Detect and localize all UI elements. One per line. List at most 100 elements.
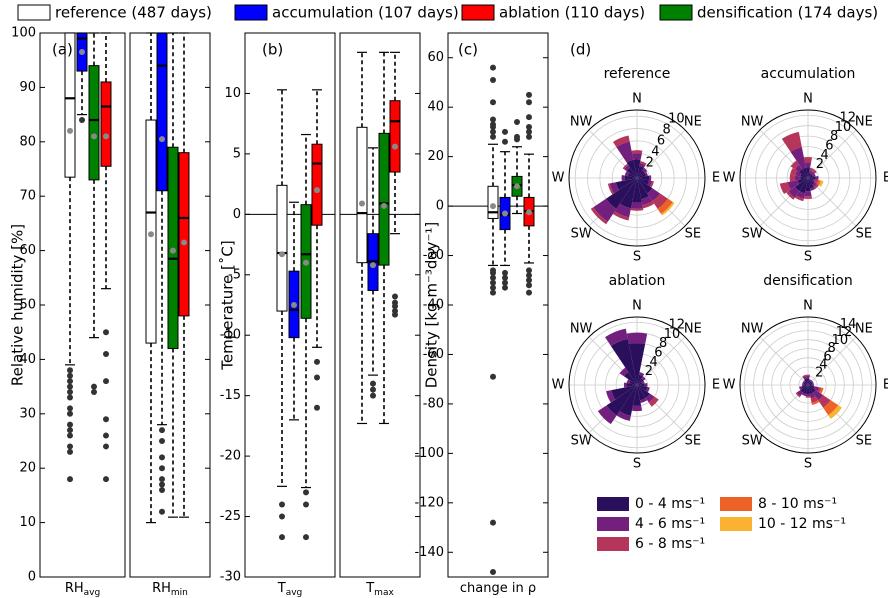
box: [276, 184, 288, 312]
rose-wedge: [814, 179, 819, 184]
outlier: [490, 128, 496, 135]
rose-wedge: [607, 183, 614, 195]
outlier: [490, 274, 496, 281]
rose-wedge: [808, 176, 816, 180]
rose-wedge: [796, 390, 803, 397]
box: [88, 65, 100, 181]
subplot: [340, 51, 420, 425]
rose-wedge: [622, 163, 629, 170]
legend-swatch: [597, 497, 629, 511]
legend-label: densification (174 days): [697, 4, 878, 22]
axis-frame: [129, 32, 211, 578]
rose-wedge: [808, 385, 816, 393]
legend-label: 6 - 8 ms⁻¹: [635, 536, 705, 552]
outlier: [490, 123, 496, 130]
outlier: [91, 383, 97, 390]
rose-wedge: [801, 392, 807, 397]
rose-wedge: [790, 160, 800, 170]
outlier: [526, 99, 532, 106]
rose-wedge: [641, 195, 653, 206]
rose-title: reference: [604, 66, 671, 82]
legend-swatch: [234, 4, 268, 21]
rose-wedge: [808, 178, 815, 185]
x-axis-label: change in ρ: [460, 581, 536, 596]
rose-wedge: [623, 382, 627, 388]
rose-wedge: [597, 405, 617, 425]
rose-wedge: [808, 381, 812, 385]
r-tick-label: 4: [819, 357, 827, 372]
r-tick-label: 2: [816, 157, 824, 172]
y-tick-label: 0: [436, 199, 444, 214]
rose-wedge: [639, 162, 646, 168]
rose-wedge: [632, 385, 642, 406]
outlier: [526, 272, 532, 279]
rose-wedge: [802, 383, 804, 387]
axis-frame: [339, 32, 421, 578]
outlier: [103, 350, 109, 357]
r-tick-label: 10: [835, 120, 852, 135]
rose-wedge: [657, 198, 673, 214]
direction-label: NE: [855, 115, 873, 130]
direction-label: S: [804, 250, 812, 265]
outlier: [490, 284, 496, 291]
box: [378, 132, 390, 266]
outlier: [67, 367, 73, 374]
rose-wedge: [799, 386, 803, 391]
rose-wedge: [637, 374, 643, 385]
rose-wedge: [802, 376, 807, 380]
rose-wedge: [644, 171, 648, 177]
rose-wedge: [808, 385, 815, 389]
rose-wedge: [802, 374, 807, 378]
rose-wedge: [794, 178, 808, 192]
outlier: [392, 293, 398, 300]
outlier: [490, 64, 496, 71]
y-tick-label: -20: [220, 449, 241, 464]
outlier: [159, 508, 165, 515]
r-tick-label: 12: [836, 325, 853, 340]
mean: [67, 127, 73, 134]
rose-wedge: [810, 380, 813, 383]
outlier: [514, 119, 520, 126]
outlier: [67, 383, 73, 390]
rose-wedge: [812, 169, 817, 174]
rose-wedge: [624, 175, 637, 181]
direction-label: NW: [741, 322, 764, 337]
y-tick-label: 0: [233, 207, 241, 222]
outlier: [91, 389, 97, 396]
outlier: [526, 91, 532, 98]
rose-title: ablation: [609, 273, 666, 289]
outlier: [67, 432, 73, 439]
rose-wedge: [802, 381, 805, 385]
rose-wedge: [816, 180, 821, 186]
y-tick-label: 60: [427, 50, 444, 65]
rose-wedge: [647, 188, 661, 202]
subplot: [145, 32, 190, 524]
outlier: [103, 378, 109, 385]
rose-wedge: [795, 170, 802, 177]
legend-label: reference (487 days): [55, 4, 212, 22]
rose-wedge: [619, 385, 637, 416]
direction-label: NW: [741, 115, 764, 130]
rose-wedge: [637, 383, 645, 387]
rose-wedge: [817, 387, 822, 393]
direction-label: NE: [855, 322, 873, 337]
rose-wedge: [619, 178, 637, 209]
subplot: [64, 32, 112, 483]
rose-wedge: [648, 396, 659, 407]
direction-label: E: [712, 171, 720, 186]
rose-wedge: [647, 180, 653, 187]
outlier: [67, 410, 73, 417]
rose-wedge: [637, 172, 647, 178]
rose-wedge: [611, 385, 637, 400]
legend-label: ablation (110 days): [499, 4, 645, 22]
rose-wedge: [593, 198, 617, 222]
r-tick-label: 8: [659, 336, 667, 351]
outlier: [159, 427, 165, 434]
rose-wedge: [628, 343, 646, 385]
mean: [314, 187, 320, 194]
box: [389, 100, 401, 173]
rose-wedge: [788, 186, 800, 198]
x-axis-label: RHavg: [65, 581, 100, 598]
outlier: [370, 392, 376, 399]
rose-wedge: [627, 172, 637, 178]
